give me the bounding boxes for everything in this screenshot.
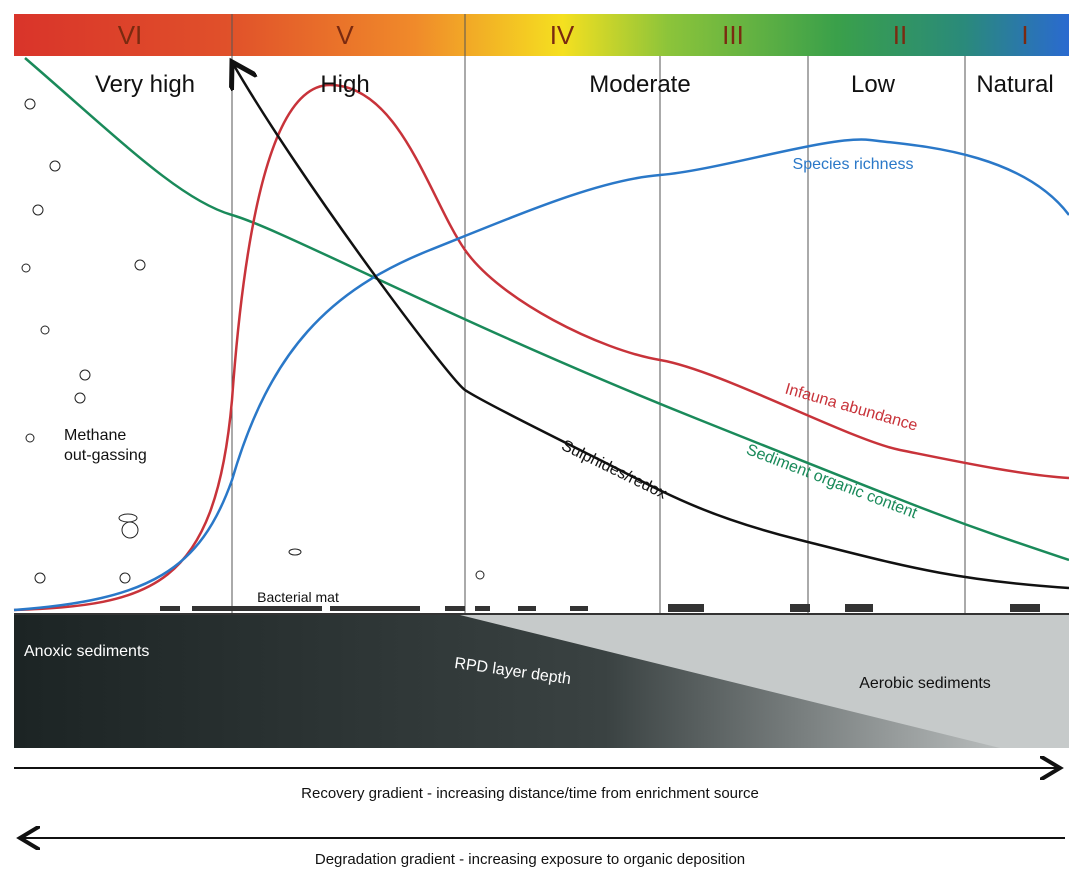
impact-colour-bar: [14, 14, 1069, 56]
bacterial-mat: [160, 604, 1040, 612]
diagram: VIVery highVHighIVModerateIIIIILowINatur…: [0, 0, 1069, 870]
curves: [14, 58, 1069, 610]
curve-label: Species richness: [793, 156, 914, 173]
zone-numeral: VI: [118, 20, 143, 50]
zone-label: High: [320, 71, 369, 98]
curve-label: Sediment organic content: [744, 441, 920, 522]
zone-dividers: [232, 14, 965, 615]
curve-label: Sulphides/redox: [559, 437, 670, 503]
methane-bubbles: [22, 99, 484, 583]
gradient-label: Recovery gradient - increasing distance/…: [301, 785, 759, 802]
zone-label: Very high: [95, 71, 195, 98]
zone-numeral: IV: [550, 20, 575, 50]
annotation: Bacterial mat: [257, 589, 339, 605]
annotation: Methane: [64, 427, 126, 444]
zone-numeral: II: [893, 20, 907, 50]
curve-label: Infauna abundance: [783, 381, 919, 435]
page: {"zones":[ {"numeral":"VI","label":"Very…: [0, 0, 1069, 870]
zone-label: Low: [851, 71, 896, 98]
annotation: Anoxic sediments: [24, 643, 149, 660]
zone-numeral: I: [1021, 20, 1028, 50]
zone-label: Moderate: [589, 71, 690, 98]
annotation: Aerobic sediments: [859, 675, 991, 692]
zone-numeral: V: [336, 20, 354, 50]
zone-label: Natural: [976, 71, 1053, 98]
zone-numeral: III: [722, 20, 744, 50]
annotation: out-gassing: [64, 447, 147, 464]
gradient-label: Degradation gradient - increasing exposu…: [315, 851, 745, 868]
